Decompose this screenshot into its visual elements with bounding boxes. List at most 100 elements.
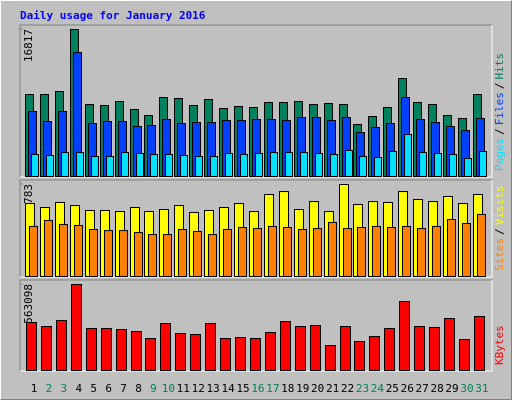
plot-edge [20,280,493,372]
bar [150,153,158,178]
bar [91,156,99,178]
bar [208,234,217,277]
bar [330,153,338,178]
bar [253,228,262,278]
legend-entry: Sites [493,238,506,271]
x-tick-label: 15 [236,382,249,395]
bar [134,232,143,278]
bar [310,324,321,371]
bar [223,229,232,278]
x-tick-label: 18 [281,382,294,395]
x-tick-label: 29 [445,382,458,395]
bar [417,228,426,278]
bar [295,325,306,371]
x-tick-label: 5 [90,382,97,395]
bar [328,221,337,277]
bar [270,151,278,178]
bar [136,153,144,177]
x-tick-label: 10 [162,382,175,395]
bar [404,133,412,177]
bar [399,300,410,372]
bar [250,337,261,371]
x-tick-label: 6 [105,382,112,395]
bar [283,227,292,277]
bar [432,225,441,278]
legend-entry: KBytes [493,325,506,365]
plot-edge [20,180,493,278]
chart-title: Daily usage for January 2016 [20,9,206,22]
bar [56,319,67,372]
bar [41,325,52,371]
x-tick-label: 13 [207,382,220,395]
bar [298,229,307,278]
x-tick-label: 20 [311,382,324,395]
bar [180,155,188,178]
x-tick-label: 14 [221,382,235,395]
bar [240,153,248,178]
x-tick-label: 12 [192,382,205,395]
bar [26,321,37,371]
bar [444,317,455,371]
bar [163,234,172,277]
bar [235,336,246,371]
legend-entry: Pages [493,138,506,171]
x-tick-label: 4 [75,382,82,395]
bar [357,227,366,277]
legend-separator: / [493,128,506,135]
legend: Pages / Files / Hits [493,53,506,171]
x-tick-label: 23 [356,382,369,395]
bar [464,158,472,178]
x-tick-label: 25 [386,382,399,395]
bar [178,229,187,278]
x-tick-label: 22 [341,382,354,395]
bar [402,225,411,278]
x-tick-label: 28 [430,382,443,395]
bar [419,151,427,178]
bar [459,338,470,372]
x-tick-label: 8 [135,382,142,395]
bar [89,229,98,278]
bar [106,156,114,178]
x-tick-label: 2 [46,382,53,395]
x-tick-label: 1 [31,382,38,395]
bar [61,151,69,178]
legend-entry: Hits [493,53,506,80]
bar [265,331,276,372]
bar [119,230,128,277]
bar [429,326,440,372]
x-tick-label: 16 [251,382,264,395]
x-tick-label: 21 [326,382,339,395]
bar [220,337,231,371]
legend: Sites / Visits [493,186,506,272]
bar [462,223,471,277]
bar [414,325,425,371]
x-tick-label: 24 [371,382,385,395]
x-tick-label: 3 [61,382,68,395]
bar [449,153,457,178]
bar [145,337,156,371]
bar [389,151,397,177]
y-tick-label: 783 [22,184,35,204]
bar [434,153,442,177]
bar [71,284,82,371]
x-tick-label: 9 [150,382,157,395]
bar [193,230,202,277]
bar [354,340,365,371]
x-tick-label: 11 [177,382,190,395]
x-tick-label: 30 [460,382,473,395]
x-tick-label: 17 [266,382,279,395]
bar [280,320,291,371]
bar [131,330,142,372]
bar [121,151,129,178]
bar [345,150,353,177]
bar [374,156,382,178]
bar [29,225,38,278]
bar [369,335,380,372]
legend-entry: Visits [493,186,506,226]
bar [46,155,54,178]
bar [210,156,218,178]
bar [225,153,233,177]
bar [255,153,263,177]
bar [300,151,308,178]
